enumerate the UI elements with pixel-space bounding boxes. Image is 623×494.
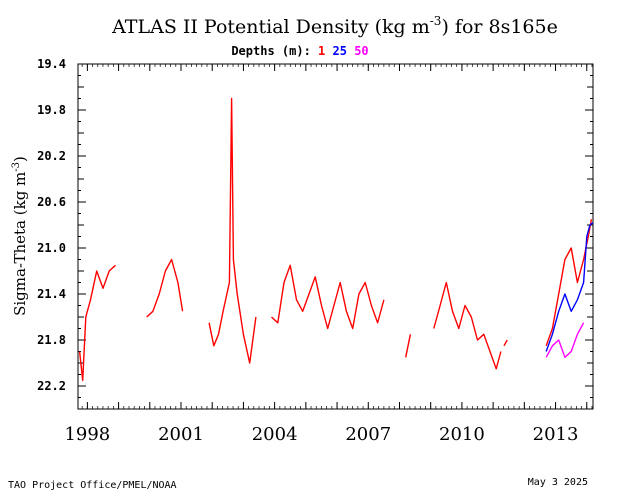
series-1-line bbox=[78, 264, 116, 381]
y-tick-label: 20.6 bbox=[37, 195, 66, 209]
footer-credit: TAO Project Office/PMEL/NOAA bbox=[8, 480, 177, 491]
series-25-line bbox=[545, 222, 594, 352]
y-tick-label: 22.2 bbox=[37, 379, 66, 393]
x-tick-label: 2007 bbox=[345, 424, 391, 445]
title-main: ATLAS II Potential Density (kg m bbox=[111, 16, 430, 38]
plot-frame bbox=[77, 63, 594, 410]
series-1-line bbox=[545, 219, 593, 347]
y-label-exponent: -3 bbox=[11, 162, 22, 172]
depth-legend-label: Depths (m): bbox=[231, 44, 310, 58]
depth-legend: Depths (m): 1 25 50 bbox=[231, 44, 368, 58]
series-1-line bbox=[146, 258, 184, 318]
series-1-line bbox=[271, 264, 385, 330]
y-tick-label: 19.4 bbox=[37, 57, 66, 71]
legend-depth-50: 50 bbox=[354, 44, 368, 58]
y-label-suffix: ) bbox=[11, 156, 29, 162]
series-1-line bbox=[433, 281, 502, 370]
y-tick-label: 19.8 bbox=[37, 103, 66, 117]
y-tick-label: 21.4 bbox=[37, 287, 66, 301]
series-1-line bbox=[208, 97, 257, 364]
title-suffix: ) for 8s165e bbox=[441, 16, 557, 38]
x-tick-label: 2004 bbox=[252, 424, 298, 445]
x-tick-label: 2013 bbox=[533, 424, 579, 445]
y-axis-label: Sigma-Theta (kg m-3) bbox=[11, 156, 29, 316]
plot-area: 19.4 19.8 20.2 20.6 21.0 21.4 21.8 22.2 1998 2001… bbox=[37, 57, 594, 445]
legend-depth-25: 25 bbox=[333, 44, 347, 58]
legend-depth-1: 1 bbox=[318, 44, 325, 58]
series-50-line bbox=[545, 322, 585, 358]
series-1-line bbox=[503, 339, 508, 347]
x-tick-label: 2001 bbox=[158, 424, 204, 445]
y-label-main: Sigma-Theta (kg m bbox=[11, 172, 29, 316]
chart-title: ATLAS II Potential Density (kg m-3) for … bbox=[111, 14, 558, 38]
y-tick-label: 20.2 bbox=[37, 149, 66, 163]
x-tick-label: 2010 bbox=[439, 424, 485, 445]
series-1-line bbox=[405, 334, 412, 358]
footer-date: May 3 2025 bbox=[528, 477, 588, 488]
x-tick-label: 1998 bbox=[64, 424, 110, 445]
y-tick-label: 21.8 bbox=[37, 333, 66, 347]
y-tick-label: 21.0 bbox=[37, 241, 66, 255]
title-exponent: -3 bbox=[430, 14, 442, 28]
